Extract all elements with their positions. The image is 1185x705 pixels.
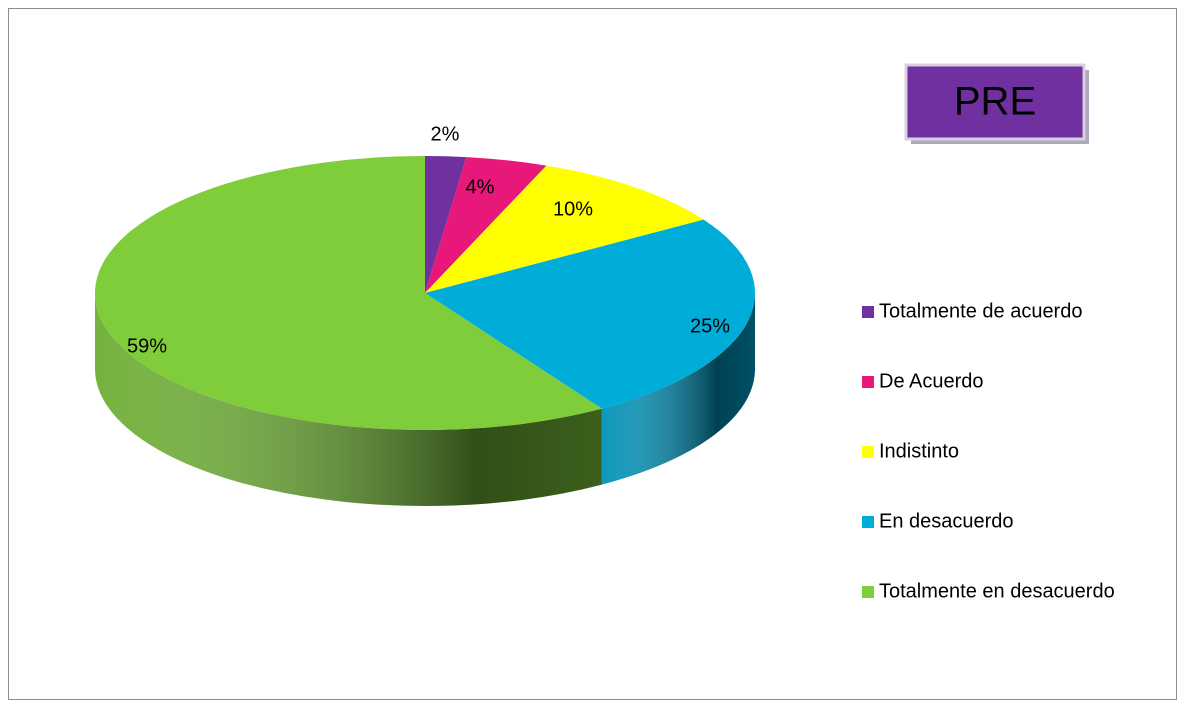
- slice-side-shade: [94, 293, 602, 506]
- slice-side-shade: [601, 293, 755, 485]
- data-label: 4%: [466, 176, 495, 198]
- legend-swatch: [862, 376, 874, 388]
- slice: [425, 219, 755, 409]
- legend-label: Totalmente de acuerdo: [879, 300, 1082, 322]
- slice: [425, 157, 547, 293]
- data-label: 2%: [431, 123, 460, 145]
- legend-label: De Acuerdo: [879, 370, 984, 392]
- legend-label: En desacuerdo: [879, 510, 1014, 532]
- data-label: 25%: [690, 315, 730, 337]
- legend-label: Totalmente en desacuerdo: [879, 580, 1115, 602]
- slice: [425, 156, 467, 293]
- legend-swatch: [862, 586, 874, 598]
- legend-swatch: [862, 446, 874, 458]
- data-label: 10%: [553, 198, 593, 220]
- title-box: [904, 63, 1086, 141]
- legend-swatch: [862, 306, 874, 318]
- legend-label: Indistinto: [879, 440, 959, 462]
- slice: [425, 165, 704, 293]
- chart-title: PRE: [954, 80, 1036, 124]
- legend-swatch: [862, 516, 874, 528]
- slice: [94, 156, 602, 430]
- data-label: 59%: [127, 335, 167, 357]
